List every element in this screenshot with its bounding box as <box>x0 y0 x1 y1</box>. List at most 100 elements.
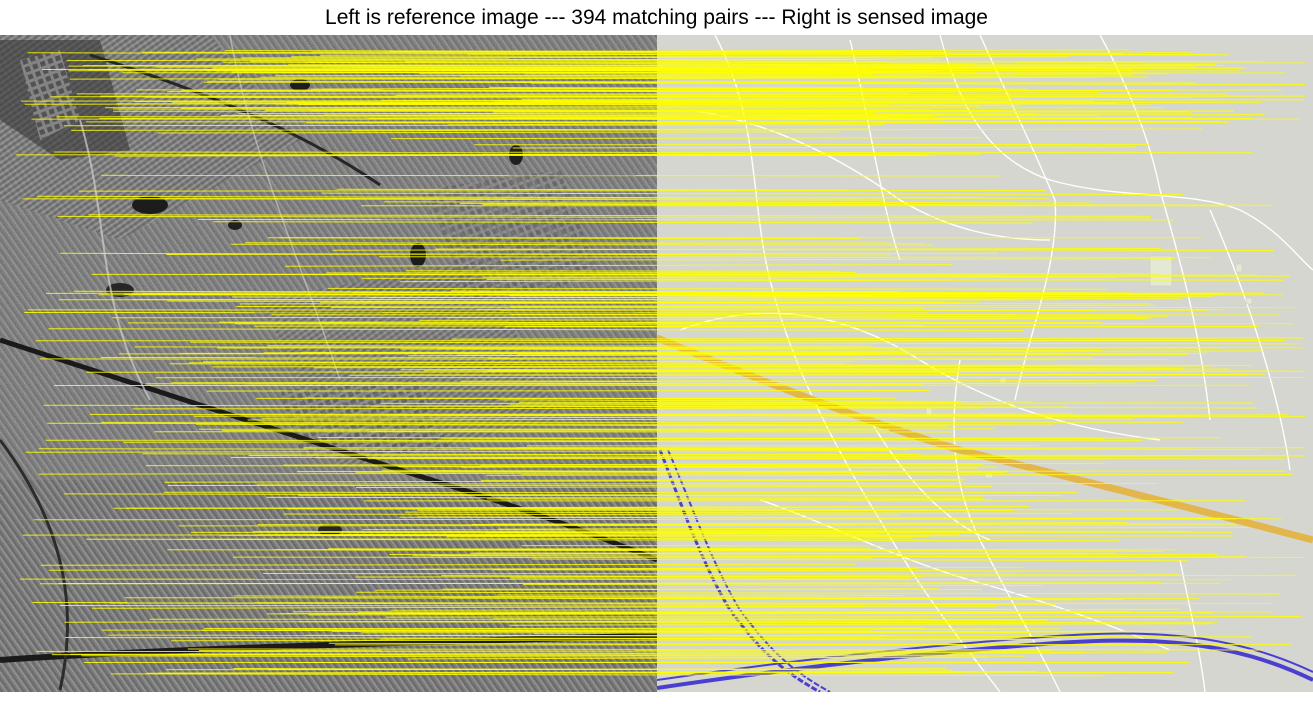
match-line <box>297 494 984 497</box>
match-line <box>169 363 1195 366</box>
match-line <box>514 81 976 84</box>
figure-title: Left is reference image --- 394 matching… <box>0 6 1313 30</box>
match-line <box>327 287 1107 290</box>
match-line <box>480 464 983 466</box>
match-line <box>164 479 964 483</box>
match-line <box>390 137 981 140</box>
match-line <box>66 58 899 62</box>
match-line <box>68 65 1226 67</box>
match-line <box>100 357 1093 359</box>
match-line <box>109 602 1056 606</box>
match-line <box>512 146 1137 149</box>
reference-image <box>0 35 657 692</box>
match-line <box>201 629 871 632</box>
match-line <box>482 275 1291 278</box>
match-line <box>437 347 1221 350</box>
match-line <box>397 466 978 469</box>
match-line <box>172 102 1117 104</box>
match-line <box>88 214 1152 217</box>
match-line <box>386 616 1302 618</box>
match-line <box>313 365 1212 369</box>
match-line <box>486 498 991 500</box>
match-line <box>136 198 885 201</box>
match-line <box>221 428 995 432</box>
match-line <box>323 113 1038 116</box>
match-line <box>248 453 919 456</box>
match-line <box>312 50 948 53</box>
match-line <box>142 293 1284 296</box>
match-line <box>100 174 1001 177</box>
match-line <box>283 462 1105 466</box>
match-line <box>202 67 1246 71</box>
match-line <box>213 221 1033 224</box>
match-line <box>310 87 1000 90</box>
match-line <box>53 151 1253 154</box>
match-line <box>510 403 1013 406</box>
match-line <box>45 439 912 442</box>
match-line <box>64 493 1063 497</box>
match-line <box>460 380 1157 382</box>
match-line <box>285 264 953 267</box>
match-line <box>423 369 1306 372</box>
match-line <box>286 627 925 630</box>
match-line <box>123 440 1142 443</box>
match-line <box>522 583 1043 586</box>
match-line <box>419 318 1146 321</box>
match-line <box>195 423 949 427</box>
match-line <box>429 111 876 115</box>
match-line <box>521 474 887 476</box>
match-line <box>64 619 1049 623</box>
match-line <box>530 82 1306 85</box>
match-line <box>234 595 1031 599</box>
match-line <box>447 122 853 126</box>
match-line <box>407 656 987 660</box>
match-line <box>275 74 1134 77</box>
match-line <box>171 380 953 384</box>
match-line <box>510 306 1296 309</box>
match-line <box>474 671 965 674</box>
match-line <box>179 537 913 540</box>
match-line <box>48 328 1024 331</box>
match-line <box>232 556 873 559</box>
match-line <box>202 361 845 365</box>
match-line <box>517 447 1196 450</box>
match-line <box>124 597 1199 599</box>
match-line <box>450 290 1131 294</box>
match-line <box>57 215 1151 219</box>
match-line <box>310 535 930 538</box>
match-line <box>247 418 1134 421</box>
match-line <box>187 648 1264 651</box>
match-line <box>493 110 1003 113</box>
match-line <box>500 258 1176 261</box>
match-line <box>509 623 1211 626</box>
match-line <box>127 507 943 511</box>
match-line <box>158 670 1038 674</box>
match-line <box>498 526 1250 530</box>
match-line <box>328 642 1173 646</box>
match-line <box>38 448 908 451</box>
match-line <box>408 353 880 357</box>
match-line <box>39 358 1168 360</box>
match-line <box>63 124 884 127</box>
match-line <box>40 563 856 566</box>
match-line <box>181 107 1163 109</box>
match-line <box>166 252 999 255</box>
match-line <box>37 195 1049 199</box>
match-line <box>283 513 901 516</box>
match-line <box>230 455 1306 458</box>
title-suffix: matching pairs --- Right is sensed image <box>606 6 988 29</box>
match-line <box>189 341 1299 345</box>
match-line <box>400 348 1102 351</box>
match-line <box>247 382 1135 385</box>
match-line <box>375 588 940 591</box>
match-line <box>170 639 1062 642</box>
match-line <box>105 105 980 109</box>
match-line <box>167 653 975 656</box>
match-line <box>25 450 891 453</box>
match-line <box>332 247 1161 251</box>
match-line <box>400 367 1183 371</box>
match-line <box>531 558 1189 562</box>
match-line <box>78 190 1046 192</box>
match-line <box>321 192 1183 196</box>
